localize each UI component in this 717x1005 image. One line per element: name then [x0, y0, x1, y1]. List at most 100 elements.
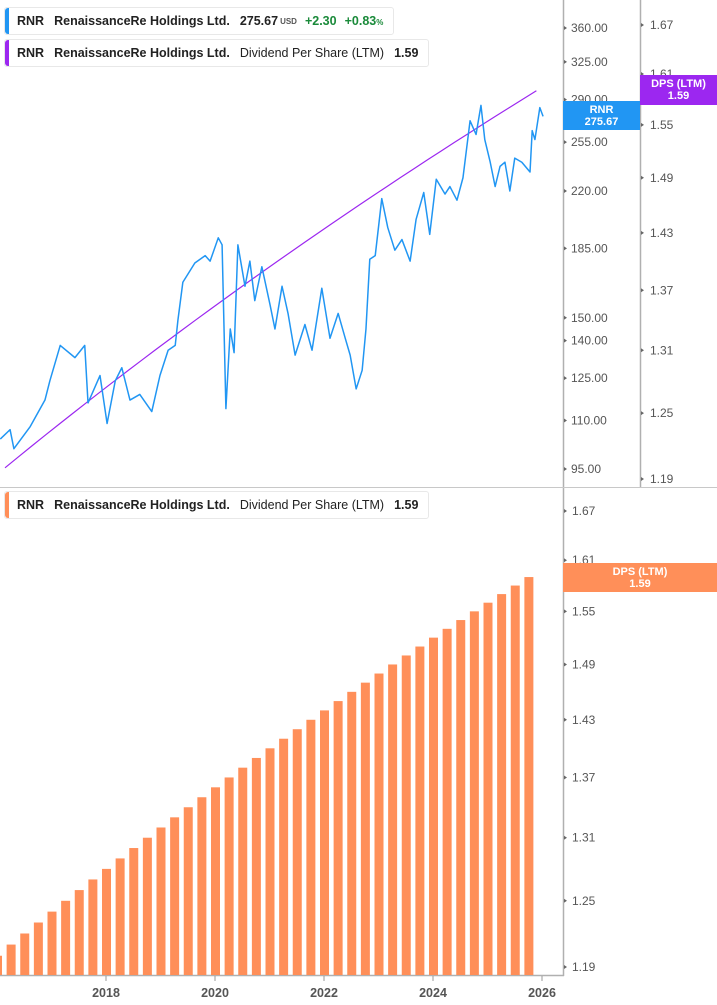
dps-tick-mark	[564, 662, 567, 667]
price-tag: RNR 275.67	[563, 101, 640, 130]
dps-bar	[47, 911, 57, 975]
dps-top-legend[interactable]: RNR RenaissanceRe Holdings Ltd. Dividend…	[4, 39, 430, 67]
x-tick-label: 2018	[92, 986, 120, 1000]
legend-value: 1.59	[394, 46, 419, 60]
price-tick-mark	[564, 189, 567, 194]
price-tag-label: RNR	[589, 103, 614, 116]
price-legend[interactable]: RNR RenaissanceRe Holdings Ltd. 275.67 U…	[4, 7, 395, 35]
dps-bar	[320, 710, 329, 975]
price-tick-mark	[564, 26, 567, 30]
dps-bar	[292, 729, 302, 975]
dps-tick-mark	[564, 965, 567, 969]
dps-tick-label: 1.49	[650, 171, 674, 185]
dps-bar	[0, 955, 2, 975]
dps-bar	[265, 748, 275, 975]
price-color-marker	[5, 8, 9, 34]
dps-tag-value: 1.59	[667, 90, 690, 102]
dps-bar	[183, 807, 193, 975]
dps-bar	[6, 944, 16, 975]
price-tick-label: 220.00	[571, 184, 608, 198]
dps-tick-label: 1.43	[650, 226, 674, 240]
dps-tick-label: 1.37	[572, 770, 596, 784]
dps-top-tag: DPS (LTM) 1.59	[640, 75, 717, 105]
dps-bar	[102, 868, 111, 975]
dps-tick-label: 1.19	[572, 960, 596, 974]
dps-tick-mark	[564, 558, 567, 563]
dps-bar	[142, 837, 152, 975]
price-tick-label: 110.00	[571, 413, 607, 427]
legend-change-pct: +0.83%	[345, 14, 384, 28]
dps-tick-label: 1.55	[650, 118, 674, 132]
dps-tick-mark	[641, 122, 644, 127]
dps-bar	[170, 817, 180, 975]
x-tick-label: 2024	[419, 986, 447, 1000]
dps-tick-label: 1.19	[650, 472, 674, 486]
dps-bar	[497, 594, 507, 975]
price-line	[0, 104, 544, 450]
dps-bar	[333, 701, 343, 975]
dps-tick-mark	[641, 23, 644, 27]
dps-tick-label: 1.25	[650, 406, 674, 420]
legend-metric: Dividend Per Share (LTM)	[239, 498, 385, 512]
dps-tick-mark	[641, 348, 644, 353]
price-tag-value: 275.67	[584, 115, 619, 128]
dps-bar	[360, 682, 370, 975]
dps-bar	[20, 933, 30, 975]
dps-color-marker	[5, 40, 9, 66]
legend-company: RenaissanceRe Holdings Ltd.	[54, 498, 230, 512]
dps-tick-mark	[641, 288, 644, 293]
legend-price: 275.67	[239, 14, 279, 28]
dps-bar	[88, 879, 98, 975]
dps-tick-mark	[641, 175, 644, 180]
dps-bar	[156, 827, 166, 975]
dps-tick-label: 1.67	[572, 504, 596, 518]
legend-ticker: RNR	[17, 14, 45, 28]
dps-bar	[251, 757, 261, 975]
price-tick-label: 150.00	[571, 311, 608, 325]
dps-tick-label: 1.43	[572, 713, 596, 727]
price-tick-mark	[564, 59, 567, 64]
dps-tick-mark	[564, 509, 567, 513]
dps-bar	[510, 585, 520, 975]
dps-tick-mark	[641, 477, 644, 481]
dps-bar	[74, 890, 84, 975]
dps-tick-mark	[641, 230, 644, 235]
price-tick-mark	[564, 97, 567, 102]
price-tick-label: 125.00	[571, 371, 608, 385]
price-tick-mark	[564, 376, 567, 381]
legend-currency: USD	[280, 16, 297, 26]
dps-tick-label: 1.25	[572, 894, 596, 908]
dps-tick-mark	[564, 609, 567, 614]
dps-tick-label: 1.67	[650, 18, 674, 32]
price-tick-label: 325.00	[571, 55, 608, 69]
dps-tag-label: DPS (LTM)	[612, 565, 668, 578]
price-tick-mark	[564, 338, 567, 343]
dps-bar	[374, 673, 384, 975]
price-tick-mark	[564, 246, 567, 251]
dps-bar	[442, 628, 452, 975]
dps-bar	[483, 602, 493, 975]
x-tick-label: 2026	[528, 986, 556, 1000]
dps-tick-label: 1.55	[572, 604, 596, 618]
price-tick-label: 255.00	[571, 135, 608, 149]
dps-bar	[61, 900, 71, 975]
legend-change: +2.30	[304, 14, 337, 28]
dps-tick-mark	[564, 775, 567, 780]
price-tick-mark	[564, 467, 567, 471]
legend-ticker: RNR	[17, 46, 45, 60]
dps-bar	[129, 848, 139, 975]
dps-bar	[347, 691, 357, 975]
price-tick-label: 95.00	[571, 462, 601, 476]
x-tick-label: 2020	[201, 986, 229, 1000]
price-pane: 360.00325.00290.00255.00220.00185.00150.…	[0, 0, 717, 488]
dps-bar	[401, 655, 411, 975]
price-tick-label: 140.00	[571, 334, 608, 348]
dps-tick-label: 1.31	[572, 831, 596, 845]
dps-tick-mark	[641, 411, 644, 416]
dps-bar	[279, 738, 289, 975]
dps-bottom-legend[interactable]: RNR RenaissanceRe Holdings Ltd. Dividend…	[4, 491, 430, 519]
dps-bar	[211, 787, 220, 975]
dps-tag-value: 1.59	[629, 577, 651, 590]
legend-company: RenaissanceRe Holdings Ltd.	[54, 46, 230, 60]
